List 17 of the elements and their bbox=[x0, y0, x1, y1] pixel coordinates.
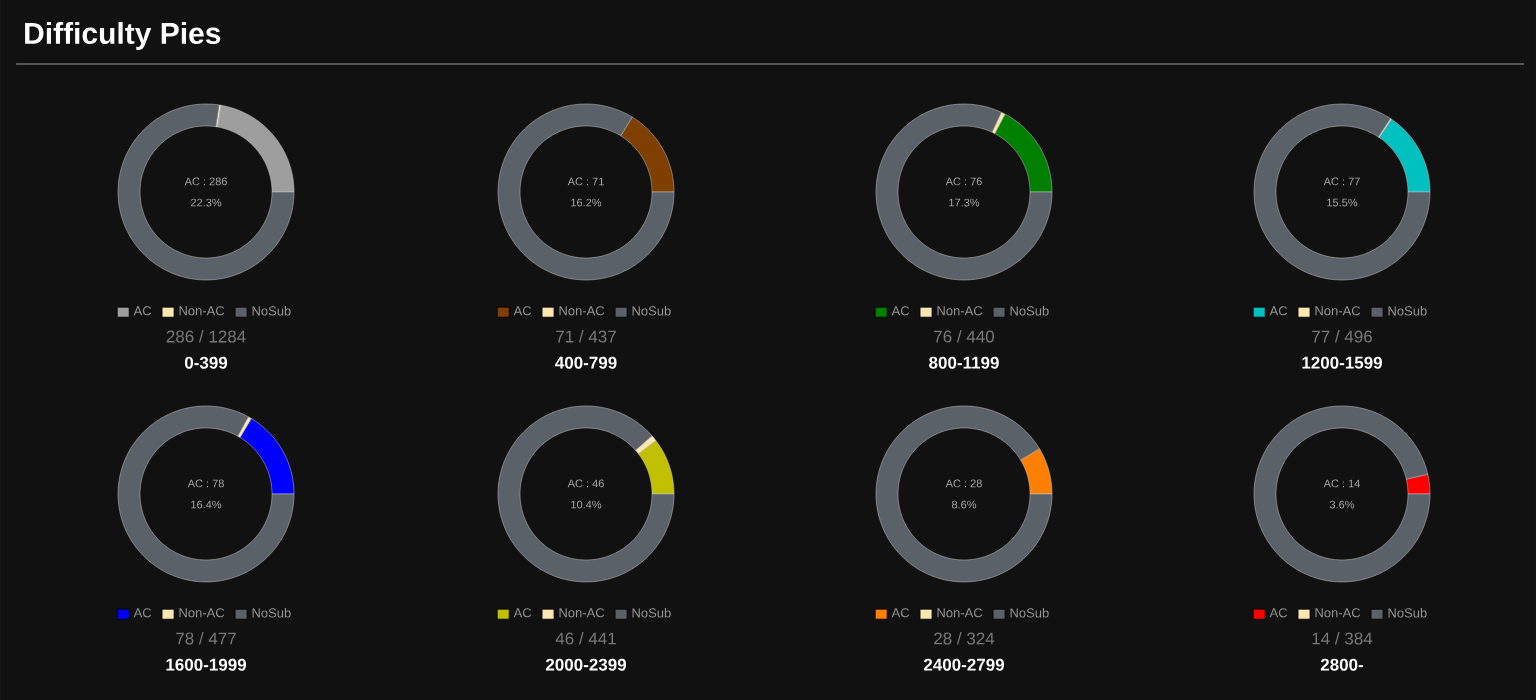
text: 2800- bbox=[1320, 658, 1364, 671]
text: 14 / 384 bbox=[1312, 632, 1373, 645]
text: 2000-2399 bbox=[545, 658, 626, 671]
text: 1200-1599 bbox=[1302, 356, 1382, 369]
text: Difficulty Pies bbox=[25, 22, 221, 50]
text: 286 / 1284 bbox=[166, 330, 246, 343]
text: 46 / 441 bbox=[555, 632, 616, 645]
text: 77 / 496 bbox=[1312, 330, 1372, 343]
text: 28 / 324 bbox=[934, 632, 995, 645]
text: 1600-1999 bbox=[166, 658, 247, 671]
text: 71 / 437 bbox=[556, 330, 616, 343]
text: 78 / 477 bbox=[176, 632, 236, 645]
text: 800-1199 bbox=[929, 356, 999, 369]
text: 2400-2799 bbox=[923, 658, 1004, 671]
text: 0-399 bbox=[184, 356, 228, 369]
text: 76 / 440 bbox=[934, 330, 995, 343]
text: 400-799 bbox=[555, 356, 617, 369]
